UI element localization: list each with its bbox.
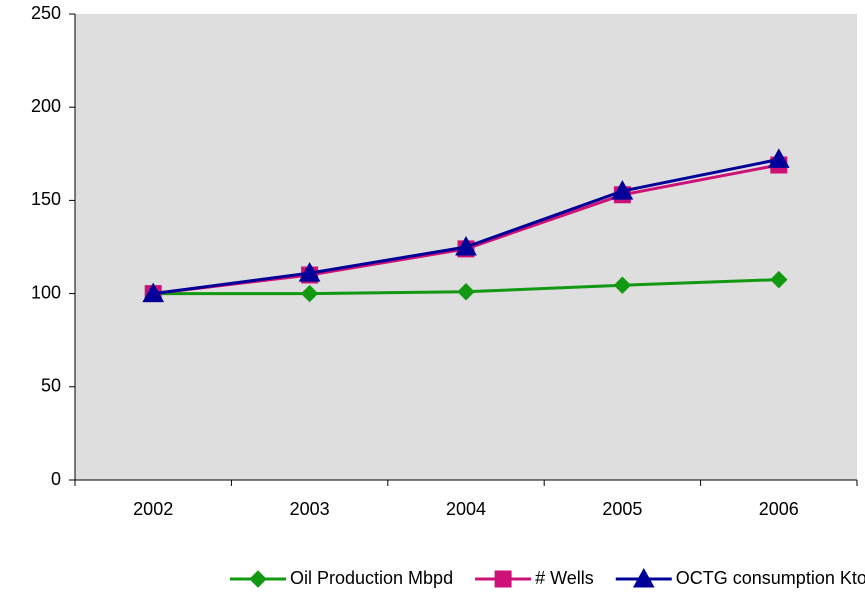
y-tick-label: 250 [31,3,61,23]
data-point [455,235,477,256]
legend-label: Oil Production Mbpd [290,568,453,588]
data-point [142,282,165,303]
data-point [611,180,634,200]
data-point [613,276,632,294]
legend-label: OCTG consumption Ktons [676,568,865,588]
y-tick-label: 0 [51,469,61,489]
y-tick-label: 150 [31,189,61,209]
y-tick-label: 100 [31,282,61,302]
x-tick-label: 2005 [602,499,642,519]
x-tick-label: 2004 [446,499,486,519]
legend-marker [632,567,655,588]
y-tick-label: 50 [41,376,61,396]
legend-marker [249,570,267,588]
data-point [300,284,319,303]
legend-label: # Wells [535,568,594,588]
data-point [767,148,790,168]
x-tick-label: 2003 [290,499,330,519]
data-point [298,262,321,282]
x-tick-label: 2002 [133,499,173,519]
y-tick-label: 200 [31,96,61,116]
legend-marker [494,570,512,588]
data-point [770,270,788,289]
x-tick-label: 2006 [759,499,799,519]
data-point [457,283,475,301]
